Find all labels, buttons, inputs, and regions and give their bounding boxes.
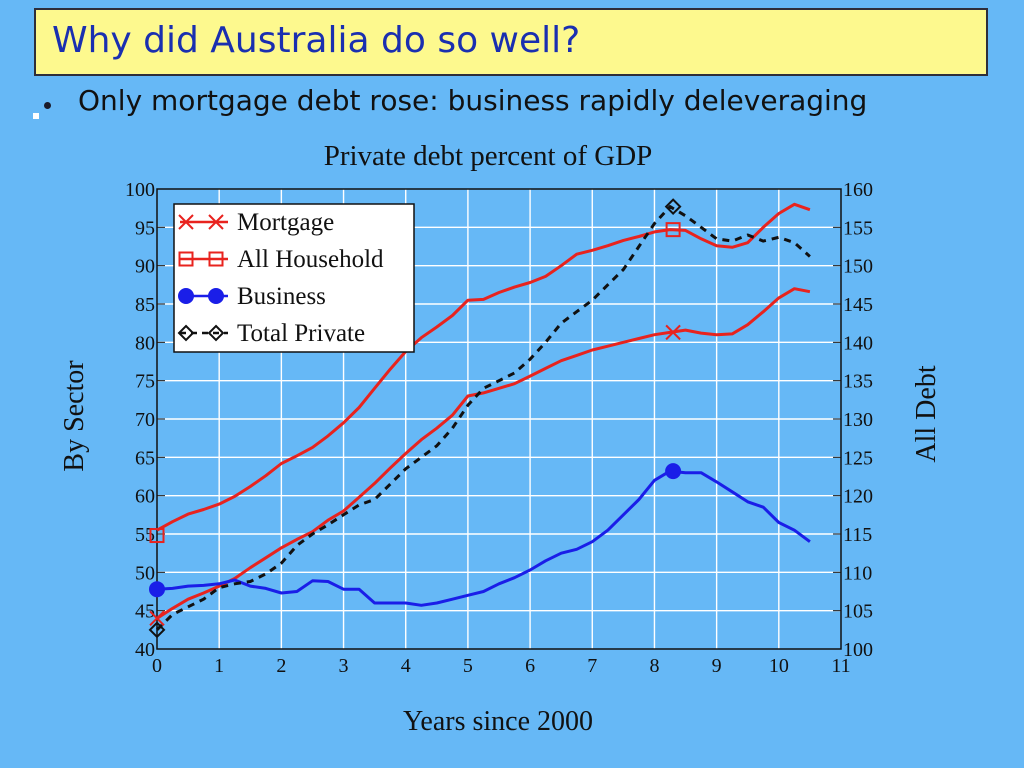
y2-tick-label: 105 xyxy=(843,601,873,623)
series-marker-all-household xyxy=(149,528,165,544)
x-tick-label: 8 xyxy=(649,655,659,677)
y2-tick-label: 100 xyxy=(843,639,873,661)
y-tick-label: 85 xyxy=(135,294,155,316)
series-line-all-household xyxy=(156,202,811,532)
y2-tick-label: 130 xyxy=(843,409,873,431)
y2-tick-label: 150 xyxy=(843,256,873,278)
axis-ticks: 0 1 2 3 4 5 6 7 8 9 10 1140455055606570758085909510… xyxy=(125,179,873,677)
y-tick-label: 45 xyxy=(135,601,155,623)
legend-marker-business xyxy=(178,288,194,304)
x-tick-label: 5 xyxy=(463,655,473,677)
y-tick-label: 40 xyxy=(135,639,155,661)
y2-tick-label: 135 xyxy=(843,371,873,393)
legend-marker-all-household xyxy=(208,251,224,267)
series-line-mortgage xyxy=(156,287,811,620)
y-tick-label: 90 xyxy=(135,256,155,278)
y2-tick-label: 120 xyxy=(843,486,873,508)
y-tick-label: 50 xyxy=(135,562,155,584)
series-line-total-private xyxy=(155,205,811,631)
series-marker-mortgage xyxy=(665,324,681,341)
legend-label-total-private: Total Private xyxy=(237,320,365,347)
legend-label-business: Business xyxy=(237,283,326,310)
y2-tick-label: 160 xyxy=(843,179,873,201)
y2-tick-label: 140 xyxy=(843,332,873,354)
series-layer xyxy=(148,198,811,639)
bullet-icon xyxy=(44,102,51,109)
y-tick-label: 95 xyxy=(135,217,155,239)
series-marker-total-private xyxy=(664,198,682,216)
y-axis-label: By Sector xyxy=(59,360,90,472)
series-marker-business xyxy=(149,581,165,598)
y2-tick-label: 155 xyxy=(843,217,873,239)
legend-marker-total-private xyxy=(177,324,195,342)
legend-marker-all-household xyxy=(178,251,194,267)
y2-axis-label: All Debt xyxy=(911,365,942,462)
bullet-text: Only mortgage debt rose: business rapidl… xyxy=(78,84,868,117)
x-tick-label: 1 xyxy=(214,655,224,677)
legend-marker-total-private xyxy=(207,324,225,342)
legend-marker-mortgage xyxy=(178,214,194,230)
legend: Mortgage All Household Business Total Priva… xyxy=(173,203,415,353)
y-tick-label: 100 xyxy=(125,179,155,201)
legend-box xyxy=(173,203,415,353)
y-tick-label: 60 xyxy=(135,486,155,508)
legend-marker-mortgage xyxy=(208,214,224,230)
y-tick-label: 65 xyxy=(135,447,155,469)
title-box: Why did Australia do so well? xyxy=(34,8,988,76)
x-tick-label: 11 xyxy=(831,655,850,677)
series-line-business xyxy=(156,469,811,607)
series-marker-all-household xyxy=(665,222,681,238)
x-tick-label: 3 xyxy=(339,655,349,677)
y2-tick-label: 125 xyxy=(843,447,873,469)
legend-marker-business xyxy=(208,288,224,304)
x-tick-label: 6 xyxy=(525,655,535,677)
x-tick-label: 10 xyxy=(769,655,789,677)
series-marker-total-private xyxy=(148,621,166,639)
x-axis-label: Years since 2000 xyxy=(403,706,593,737)
y-tick-label: 80 xyxy=(135,332,155,354)
x-tick-label: 4 xyxy=(401,655,411,677)
x-tick-label: 2 xyxy=(276,655,286,677)
legend-label-mortgage: Mortgage xyxy=(237,209,334,236)
y-tick-label: 75 xyxy=(135,371,155,393)
y2-tick-label: 115 xyxy=(843,524,872,546)
y2-tick-label: 145 xyxy=(843,294,873,316)
legend-label-all-household: All Household xyxy=(237,246,384,273)
chart-title: Private debt percent of GDP xyxy=(324,140,653,172)
bullet-marker-icon xyxy=(33,113,39,119)
slide-title: Why did Australia do so well? xyxy=(52,20,581,61)
y-tick-label: 70 xyxy=(135,409,155,431)
series-marker-business xyxy=(665,463,682,480)
x-tick-label: 0 xyxy=(152,655,162,677)
series-marker-mortgage xyxy=(149,610,165,627)
x-tick-label: 9 xyxy=(712,655,722,677)
y2-tick-label: 110 xyxy=(843,562,872,584)
x-tick-label: 7 xyxy=(587,655,597,677)
